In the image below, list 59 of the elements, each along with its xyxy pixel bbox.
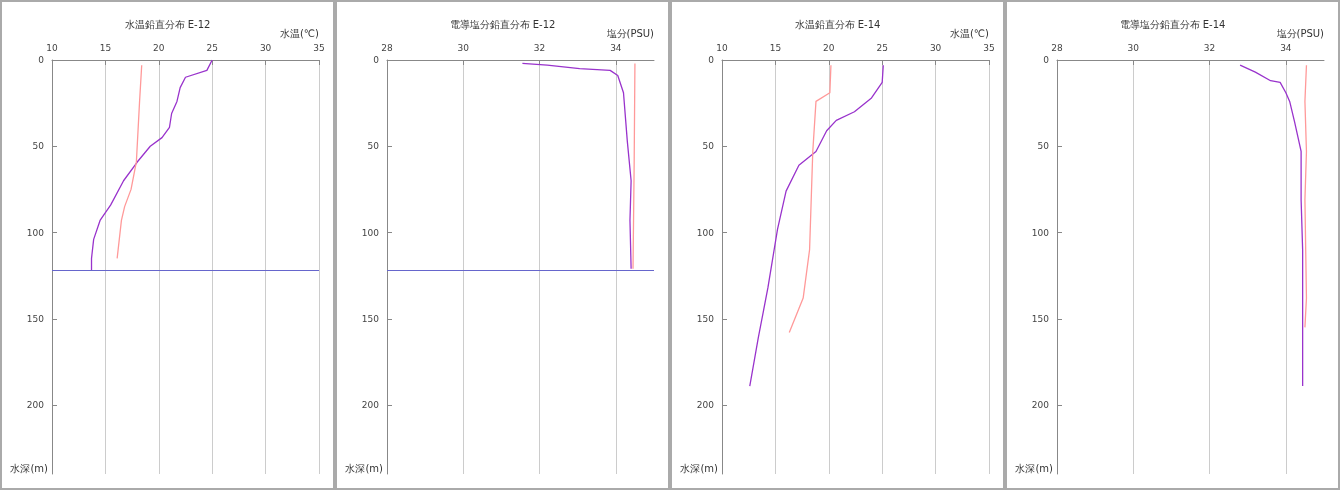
x-tick-label: 15 — [769, 42, 782, 53]
x-axis-title: 水温(℃) — [279, 27, 320, 39]
x-axis-title: 水温(℃) — [949, 27, 990, 39]
x-tick-label: 28 — [381, 42, 393, 53]
x-tick-label: 32 — [533, 42, 546, 53]
y-tick-label: 50 — [1037, 141, 1050, 152]
y-axis-title: 水深(m) — [1015, 462, 1054, 474]
x-tick-label: 35 — [313, 42, 325, 53]
line-series — [749, 64, 884, 387]
y-tick-label: 100 — [361, 227, 380, 238]
line-series — [116, 64, 143, 260]
x-tick-label: 30 — [457, 42, 470, 53]
y-axis-title: 水深(m) — [10, 462, 49, 474]
y-tick-label: 200 — [1031, 400, 1050, 410]
y-tick-label: 150 — [1031, 313, 1050, 324]
x-tick-label: 34 — [610, 42, 622, 53]
y-tick-label: 200 — [26, 400, 45, 410]
x-tick-label: 25 — [876, 42, 888, 53]
x-tick-label: 32 — [1203, 42, 1216, 53]
y-tick-label: 150 — [361, 313, 380, 324]
y-tick-label: 200 — [361, 400, 380, 410]
y-tick-label: 100 — [1031, 227, 1050, 238]
line-series — [788, 64, 832, 334]
chart-title: 電導塩分鉛直分布 E-14 — [1119, 18, 1226, 30]
y-axis-title: 水深(m) — [345, 462, 384, 474]
y-tick-label: 150 — [26, 313, 45, 324]
x-tick-label: 10 — [716, 42, 728, 53]
y-tick-label: 50 — [702, 141, 715, 152]
x-tick-label: 10 — [46, 42, 58, 53]
x-tick-label: 35 — [983, 42, 995, 53]
chart-title: 水温鉛直分布 E-14 — [794, 18, 881, 30]
x-tick-label: 30 — [929, 42, 942, 53]
y-tick-label: 100 — [696, 227, 715, 238]
x-tick-label: 15 — [99, 42, 112, 53]
y-tick-label: 150 — [696, 313, 715, 324]
x-tick-label: 34 — [1280, 42, 1292, 53]
x-axis-title: 塩分(PSU) — [1275, 27, 1325, 39]
chart-title: 水温鉛直分布 E-12 — [124, 18, 211, 30]
y-tick-label: 0 — [38, 55, 45, 65]
x-tick-label: 20 — [823, 42, 835, 53]
y-tick-label: 0 — [373, 55, 380, 65]
y-tick-label: 200 — [696, 400, 715, 410]
y-tick-label: 100 — [26, 227, 45, 238]
line-series — [1239, 64, 1304, 387]
line-series — [521, 62, 632, 270]
x-tick-label: 30 — [259, 42, 272, 53]
chart-title: 電導塩分鉛直分布 E-12 — [449, 18, 556, 30]
x-tick-label: 20 — [153, 42, 165, 53]
y-axis-title: 水深(m) — [680, 462, 719, 474]
x-axis-title: 塩分(PSU) — [605, 27, 655, 39]
y-tick-label: 0 — [1043, 55, 1050, 65]
y-tick-label: 50 — [32, 141, 45, 152]
line-series — [1304, 64, 1308, 329]
x-tick-label: 25 — [206, 42, 218, 53]
x-tick-label: 30 — [1127, 42, 1140, 53]
y-tick-label: 50 — [367, 141, 380, 152]
y-tick-label: 0 — [708, 55, 715, 65]
x-tick-label: 28 — [1051, 42, 1063, 53]
line-series — [90, 59, 213, 272]
